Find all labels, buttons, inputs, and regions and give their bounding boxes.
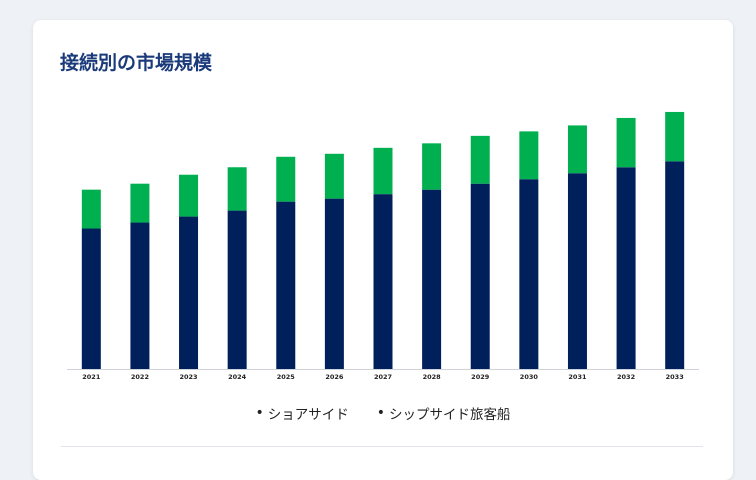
legend-item-shore-side[interactable]: • ショアサイド <box>255 403 348 423</box>
bar-ship-side-2027[interactable] <box>373 147 393 195</box>
divider <box>61 446 703 447</box>
bar-shore-side-2032[interactable] <box>616 167 636 369</box>
chart-title: 接続別の市場規模 <box>60 52 213 74</box>
legend-bullet-icon: • <box>376 405 386 421</box>
legend-label-shore-side: ショアサイド <box>267 407 349 423</box>
bar-ship-side-2030[interactable] <box>519 131 539 180</box>
x-tick-label: 2032 <box>617 373 635 381</box>
bar-shore-side-2029[interactable] <box>470 183 490 369</box>
bar-ship-side-2033[interactable] <box>665 111 685 162</box>
bar-ship-side-2021[interactable] <box>81 189 101 229</box>
x-tick-label: 2027 <box>374 373 392 381</box>
bar-shore-side-2027[interactable] <box>373 194 393 369</box>
bar-ship-side-2031[interactable] <box>567 125 587 174</box>
bar-ship-side-2023[interactable] <box>179 174 199 217</box>
bar-shore-side-2022[interactable] <box>130 222 150 369</box>
bar-shore-side-2033[interactable] <box>665 161 685 369</box>
x-tick-label: 2028 <box>423 373 442 381</box>
bar-shore-side-2024[interactable] <box>227 210 247 369</box>
chart-card: 接続別の市場規模 2021 2022 2023 2024 2025 2026 2027 202… <box>33 20 733 480</box>
bar-shore-side-2023[interactable] <box>179 216 199 369</box>
legend: • ショアサイド • シップサイド旅客船 <box>33 403 733 423</box>
bar-ship-side-2025[interactable] <box>276 156 296 202</box>
x-tick-label: 2026 <box>325 373 344 381</box>
x-tick-label: 2023 <box>179 373 197 381</box>
bar-ship-side-2022[interactable] <box>130 183 150 223</box>
x-tick-label: 2021 <box>82 373 101 381</box>
legend-bullet-icon: • <box>255 405 264 421</box>
x-tick-label: 2029 <box>471 373 490 381</box>
x-tick-label: 2025 <box>277 373 296 381</box>
bar-ship-side-2029[interactable] <box>470 135 490 184</box>
bar-ship-side-2024[interactable] <box>227 167 247 211</box>
x-tick-label: 2030 <box>520 373 539 381</box>
x-tick-label: 2033 <box>666 373 684 381</box>
legend-label-ship-side: シップサイド旅客船 <box>389 407 511 423</box>
bar-shore-side-2025[interactable] <box>276 201 296 369</box>
x-tick-label: 2031 <box>568 373 587 381</box>
x-tick-label: 2022 <box>131 373 149 381</box>
bar-shore-side-2028[interactable] <box>422 189 442 369</box>
bar-ship-side-2032[interactable] <box>616 117 636 168</box>
bar-shore-side-2026[interactable] <box>324 198 344 369</box>
x-tick-label: 2024 <box>228 373 247 381</box>
bar-ship-side-2028[interactable] <box>422 143 442 190</box>
bar-chart: 2021 2022 2023 2024 2025 2026 2027 2028 2029 2030… <box>67 111 699 381</box>
bar-shore-side-2030[interactable] <box>519 179 539 369</box>
bar-ship-side-2026[interactable] <box>324 153 344 199</box>
legend-item-ship-side[interactable]: • シップサイド旅客船 <box>377 403 511 423</box>
bar-shore-side-2021[interactable] <box>81 228 101 369</box>
bar-shore-side-2031[interactable] <box>567 173 587 369</box>
